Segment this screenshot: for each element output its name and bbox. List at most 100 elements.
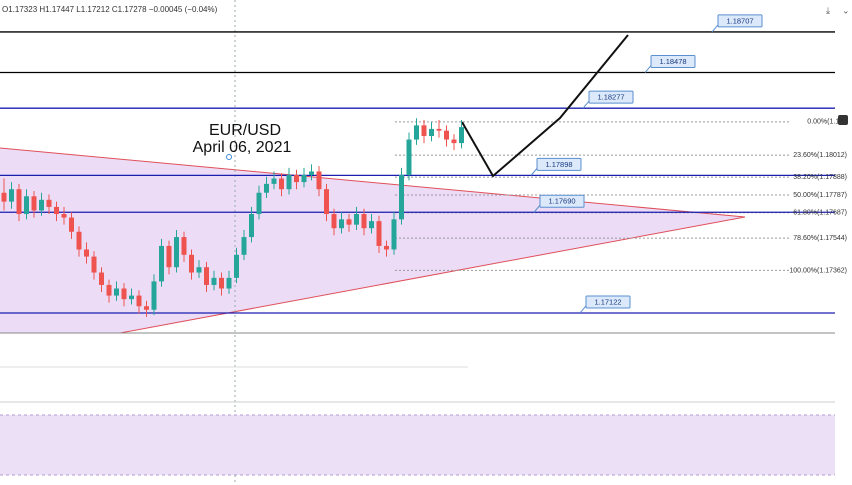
- level-label: 1.17122: [594, 297, 621, 306]
- candle-body: [106, 284, 112, 296]
- candle-body: [286, 175, 292, 190]
- ohlc-header: O1.17323 H1.17447 L1.17212 C1.17278 −0.0…: [2, 5, 218, 14]
- candle-body: [301, 175, 307, 183]
- candle-body: [159, 245, 164, 282]
- candle-body: [294, 175, 299, 183]
- candle-body: [84, 249, 89, 257]
- candle-body: [234, 254, 239, 278]
- level-box: [539, 194, 585, 208]
- level-box: [588, 90, 634, 104]
- candle-body: [241, 237, 247, 255]
- projection-arrow: [461, 34, 629, 178]
- candle-body: [444, 130, 449, 140]
- candle-body: [114, 288, 119, 296]
- candle-body: [121, 288, 127, 300]
- candle-body: [391, 219, 397, 250]
- level-label: 1.17898: [545, 160, 572, 169]
- candle-body: [436, 128, 442, 131]
- candle-body: [54, 206, 59, 215]
- level-label: 1.18277: [597, 93, 624, 102]
- level-label: 1.17690: [548, 197, 575, 206]
- candle-body: [144, 306, 149, 310]
- fib-label: 100.00%(1.17362): [789, 267, 847, 274]
- fib-label: 23.60%(1.18012): [793, 152, 847, 159]
- candle-body: [376, 221, 382, 246]
- candle-body: [9, 189, 14, 202]
- level-label: 1.18478: [659, 57, 686, 66]
- level-pointer: [579, 305, 587, 314]
- candle-body: [61, 214, 67, 218]
- triangle-lower: [119, 216, 746, 334]
- level-box: [585, 295, 631, 309]
- candle-body: [91, 256, 97, 273]
- candle-body: [174, 237, 179, 268]
- candle-body: [339, 219, 344, 229]
- fib-label: 50.00%(1.17787): [793, 192, 847, 199]
- candle-body: [346, 219, 352, 225]
- candle-body: [361, 214, 367, 229]
- rsi-band: [0, 415, 835, 475]
- candle-body: [249, 214, 254, 238]
- candle-body: [69, 217, 74, 232]
- level-label: 1.18707: [726, 16, 753, 25]
- settings-icon[interactable]: [838, 115, 848, 125]
- level-box: [650, 55, 696, 69]
- fib-label: 78.60%(1.17544): [793, 235, 847, 242]
- candle-body: [384, 245, 389, 250]
- triangle-fill: [0, 148, 745, 333]
- candle-body: [1, 192, 7, 202]
- fib-label: 38.20%(1.17888): [793, 174, 847, 181]
- candle-body: [196, 267, 202, 273]
- toolbar-icon[interactable]: ⌄: [842, 5, 850, 15]
- title: EUR/USD: [209, 122, 281, 139]
- candle-body: [256, 192, 262, 215]
- level-pointer: [711, 24, 719, 33]
- candle-body: [166, 245, 172, 268]
- candle-body: [31, 196, 37, 211]
- triangle-upper: [0, 147, 746, 218]
- candle-body: [129, 295, 134, 300]
- candle-body: [219, 277, 224, 289]
- candle-body: [99, 272, 104, 285]
- candle-body: [24, 196, 29, 215]
- candle-body: [189, 254, 194, 273]
- candle-body: [451, 139, 457, 144]
- candle-body: [399, 175, 404, 220]
- toolbar-icon[interactable]: ⤓: [826, 5, 830, 15]
- candle-body: [271, 178, 277, 184]
- candle-body: [264, 183, 269, 193]
- candle-body: [406, 139, 412, 176]
- level-box: [717, 14, 763, 28]
- candle-body: [136, 295, 142, 307]
- candle-body: [204, 267, 209, 285]
- candle-body: [459, 127, 464, 144]
- candle-body: [414, 125, 419, 140]
- title: April 06, 2021: [193, 139, 292, 156]
- candle-body: [211, 277, 217, 285]
- right-toolbar: [835, 0, 852, 485]
- level-pointer: [582, 100, 590, 109]
- candle-body: [39, 199, 44, 211]
- marker: [226, 154, 232, 160]
- candle-body: [324, 189, 329, 215]
- candle-body: [429, 128, 434, 137]
- candle-body: [181, 237, 187, 255]
- candle-body: [46, 199, 52, 207]
- level-pointer: [530, 168, 538, 176]
- candle-body: [279, 178, 284, 190]
- candle-body: [151, 281, 157, 310]
- candle-body: [331, 214, 337, 229]
- candle-body: [354, 214, 359, 225]
- candle-body: [226, 277, 232, 289]
- level-box: [536, 157, 582, 171]
- candle-body: [421, 125, 427, 137]
- level-pointer: [533, 204, 541, 213]
- candle-body: [309, 171, 314, 176]
- candle-body: [369, 221, 374, 229]
- level-pointer: [644, 65, 652, 73]
- candle-body: [76, 231, 82, 250]
- candle-body: [16, 189, 22, 215]
- fib-label: 61.80%(1.17687): [793, 210, 847, 217]
- fib-label: 0.00%(1.182: [807, 119, 847, 126]
